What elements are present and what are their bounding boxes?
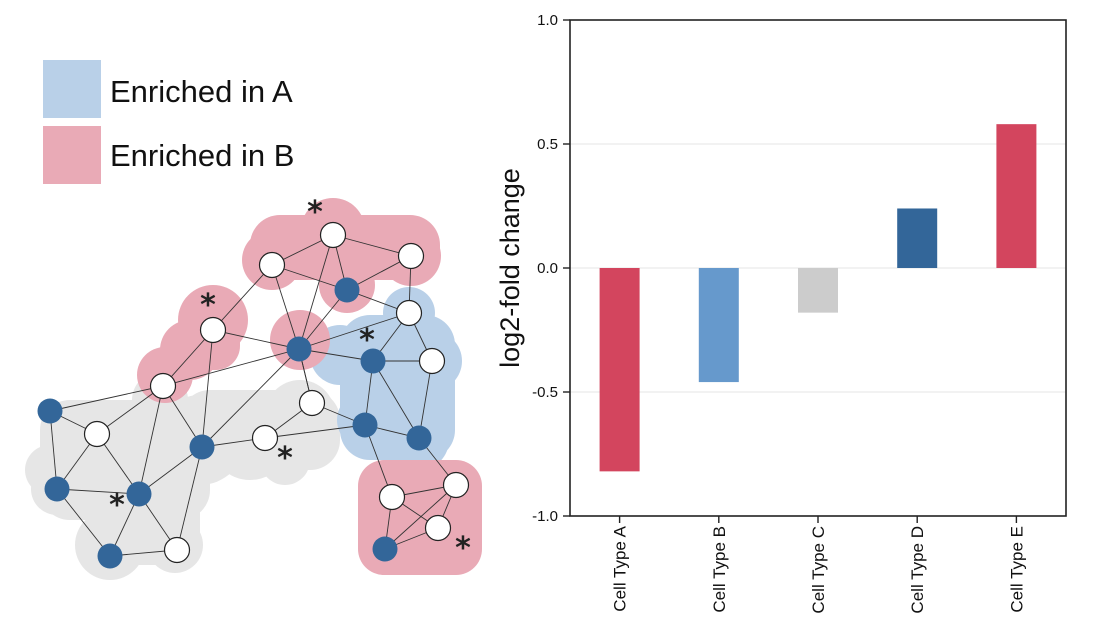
network-edge [271,264,300,350]
network-nodes [37,221,470,569]
bar-cell-type-b [698,268,739,383]
network-node-filled [189,434,215,460]
network-node-filled [126,481,152,507]
network-edge [298,234,334,350]
y-tick-label: -0.5 [532,384,558,401]
network-node-empty [319,221,347,249]
bar-cell-type-a [599,268,640,472]
network-edge [162,348,300,387]
legend-swatch-a [43,60,101,118]
x-tick-label: Cell Type E [1007,526,1026,613]
network-edge [332,234,412,257]
network-edge [201,329,214,448]
network-diagram: * * * * * * [25,195,482,580]
network-edge [212,264,273,331]
network-edge [271,264,348,291]
network-edge [176,446,203,551]
legend-swatch-b [43,126,101,184]
x-tick-label: Cell Type B [710,526,729,613]
network-node-filled [97,543,123,569]
network-node-empty [199,316,227,344]
network-node-empty [418,347,446,375]
network-node-empty [251,424,279,452]
significance-marker: * [359,323,375,358]
network-edge [384,484,457,550]
network-edge [212,329,300,350]
network-node-empty [298,389,326,417]
network-edge [56,488,111,557]
network-node-empty [442,471,470,499]
y-axis-label: log2-fold change [495,168,525,368]
significance-marker: * [455,531,471,566]
bar-cell-type-e [996,124,1037,268]
significance-marker: * [200,288,216,323]
y-axis-ticks: -1.0 -0.5 0.0 0.5 1.0 [532,12,570,525]
network-edge [49,410,58,490]
network-node-filled [406,425,432,451]
legend-label-b: Enriched in B [110,138,295,173]
network-edge [298,289,348,350]
significance-marker: * [277,441,293,476]
network-edge [56,488,140,495]
network-node-empty [395,299,423,327]
x-tick-label: Cell Type C [809,526,828,614]
significance-marker: * [109,488,125,523]
network-node-filled [372,536,398,562]
network-node-empty [258,251,286,279]
network-node-filled [37,398,63,424]
network-edge [298,312,410,350]
network-node-filled [360,348,386,374]
y-tick-label: 0.5 [537,136,558,153]
significance-marker: * [307,195,323,230]
bar-cell-type-c [798,268,838,313]
x-tick-label: Cell Type A [611,525,630,611]
y-tick-label: 1.0 [537,12,558,29]
bar-cell-type-d [897,208,938,268]
network-node-filled [44,476,70,502]
network-edge [138,385,164,495]
network-node-empty [424,514,452,542]
network-node-filled [334,277,360,303]
y-tick-label: -1.0 [532,508,558,525]
chart-bars [599,124,1037,472]
network-edge [372,360,420,439]
network-edge [264,424,366,439]
legend-label-a: Enriched in A [110,74,293,109]
network-node-filled [286,336,312,362]
network-node-empty [149,372,177,400]
network-edge [138,446,203,495]
network-node-empty [378,483,406,511]
network-node-empty [397,242,425,270]
network-node-empty [83,420,111,448]
network-node-filled [352,412,378,438]
network-edge [96,385,164,435]
network-node-empty [163,536,191,564]
x-tick-label: Cell Type D [908,526,927,614]
x-axis-ticks: Cell Type A Cell Type B Cell Type C Cell Ty… [611,516,1026,614]
network-markers: * * * * * * [109,195,471,566]
y-tick-label: 0.0 [537,260,558,277]
network-edge [49,385,164,412]
network-edge [201,348,300,448]
